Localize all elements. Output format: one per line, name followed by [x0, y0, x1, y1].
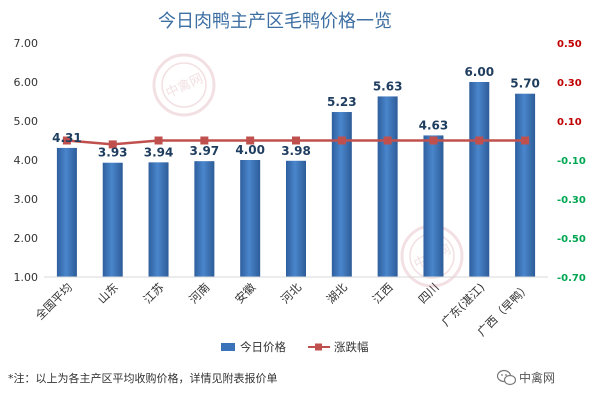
data-label: 3.98 — [281, 144, 311, 158]
line-point — [108, 140, 117, 149]
brand: 中禽网 — [496, 369, 555, 386]
brand-name: 中禽网 — [519, 370, 555, 385]
category-tick-label: 河南 — [186, 280, 212, 306]
right-axis-tick-label: -0.70 — [557, 273, 586, 284]
left-axis-tick-label: 2.00 — [14, 232, 39, 245]
right-axis-tick-label: 0.10 — [557, 117, 582, 128]
bar-series — [56, 82, 536, 278]
line-point — [246, 136, 255, 145]
line-point — [383, 136, 392, 145]
data-label: 4.00 — [235, 143, 265, 157]
left-axis-tick-label: 4.00 — [14, 154, 39, 167]
left-axis-tick-labels: 1.00 2.00 3.00 4.00 5.00 6.00 7.00 — [14, 37, 39, 284]
line-point — [292, 136, 300, 145]
footnote: *注：以上为各主产区平均收购价格，详情见附表报价单 — [8, 371, 278, 385]
bar — [331, 112, 352, 277]
data-label: 3.94 — [144, 145, 174, 159]
line-point — [62, 136, 71, 145]
legend: 今日价格 涨跌幅 — [221, 340, 369, 354]
legend-bar-label: 今日价格 — [240, 340, 286, 354]
legend-line-label: 涨跌幅 — [334, 340, 369, 354]
bar — [423, 135, 444, 277]
category-tick-label: 河北 — [278, 280, 305, 307]
left-axis-tick-label: 6.00 — [14, 76, 39, 89]
bar — [56, 147, 77, 277]
data-label: 6.00 — [464, 65, 494, 79]
line-point — [337, 136, 346, 145]
right-axis-tick-labels: -0.70 -0.50 -0.30 -0.10 0.10 0.30 0.50 — [557, 39, 586, 284]
right-axis-tick-label: -0.10 — [557, 156, 586, 167]
left-axis-tick-label: 1.00 — [14, 271, 39, 284]
line-series — [62, 136, 530, 149]
line-point — [475, 136, 484, 145]
watermark-inner-ring — [161, 62, 207, 108]
line-point — [154, 136, 163, 145]
category-tick-label: 广东(湛江) — [439, 280, 488, 329]
category-tick-label: 山东 — [95, 280, 121, 306]
category-tick-label: 江苏 — [141, 280, 167, 306]
left-axis-tick-label: 5.00 — [14, 115, 39, 128]
data-label: 3.93 — [98, 146, 128, 160]
line-point — [429, 136, 438, 145]
legend-bar-swatch — [221, 343, 235, 351]
left-axis-tick-label: 3.00 — [14, 193, 39, 206]
watermark-ring — [152, 53, 216, 117]
bar — [102, 162, 123, 277]
bar — [469, 82, 490, 277]
legend-line-marker — [315, 343, 322, 351]
left-axis-tick-label: 7.00 — [14, 37, 39, 50]
category-tick-label: 安徽 — [232, 280, 259, 307]
data-label: 5.63 — [373, 79, 403, 93]
watermark-text: 中禽网 — [163, 70, 205, 101]
category-tick-label: 全国平均 — [33, 280, 75, 322]
right-axis-tick-label: -0.30 — [557, 195, 586, 206]
bar — [240, 160, 261, 277]
bar — [194, 161, 215, 277]
bar — [148, 162, 169, 277]
line-point — [200, 136, 209, 145]
right-axis-tick-label: 0.30 — [557, 78, 582, 89]
data-label: 4.63 — [419, 118, 449, 132]
line-point — [521, 136, 530, 145]
bar — [377, 96, 398, 278]
right-axis-tick-label: -0.50 — [557, 234, 586, 245]
wechat-icon — [496, 369, 517, 386]
bar — [515, 93, 536, 277]
bar — [286, 160, 306, 277]
data-label: 5.23 — [327, 95, 357, 109]
category-tick-label: 湖北 — [324, 280, 351, 307]
right-axis-tick-label: 0.50 — [557, 39, 582, 50]
data-label: 4.31 — [52, 131, 82, 145]
data-label: 5.70 — [510, 77, 540, 91]
category-tick-label: 江西 — [370, 280, 396, 306]
data-labels: 4.31 3.93 3.94 3.97 4.00 3.98 5.23 5.63 4.63 6.00… — [52, 65, 540, 160]
data-label: 3.97 — [190, 144, 220, 158]
chart-title: 今日肉鸭主产区毛鸭价格一览 — [158, 11, 392, 32]
